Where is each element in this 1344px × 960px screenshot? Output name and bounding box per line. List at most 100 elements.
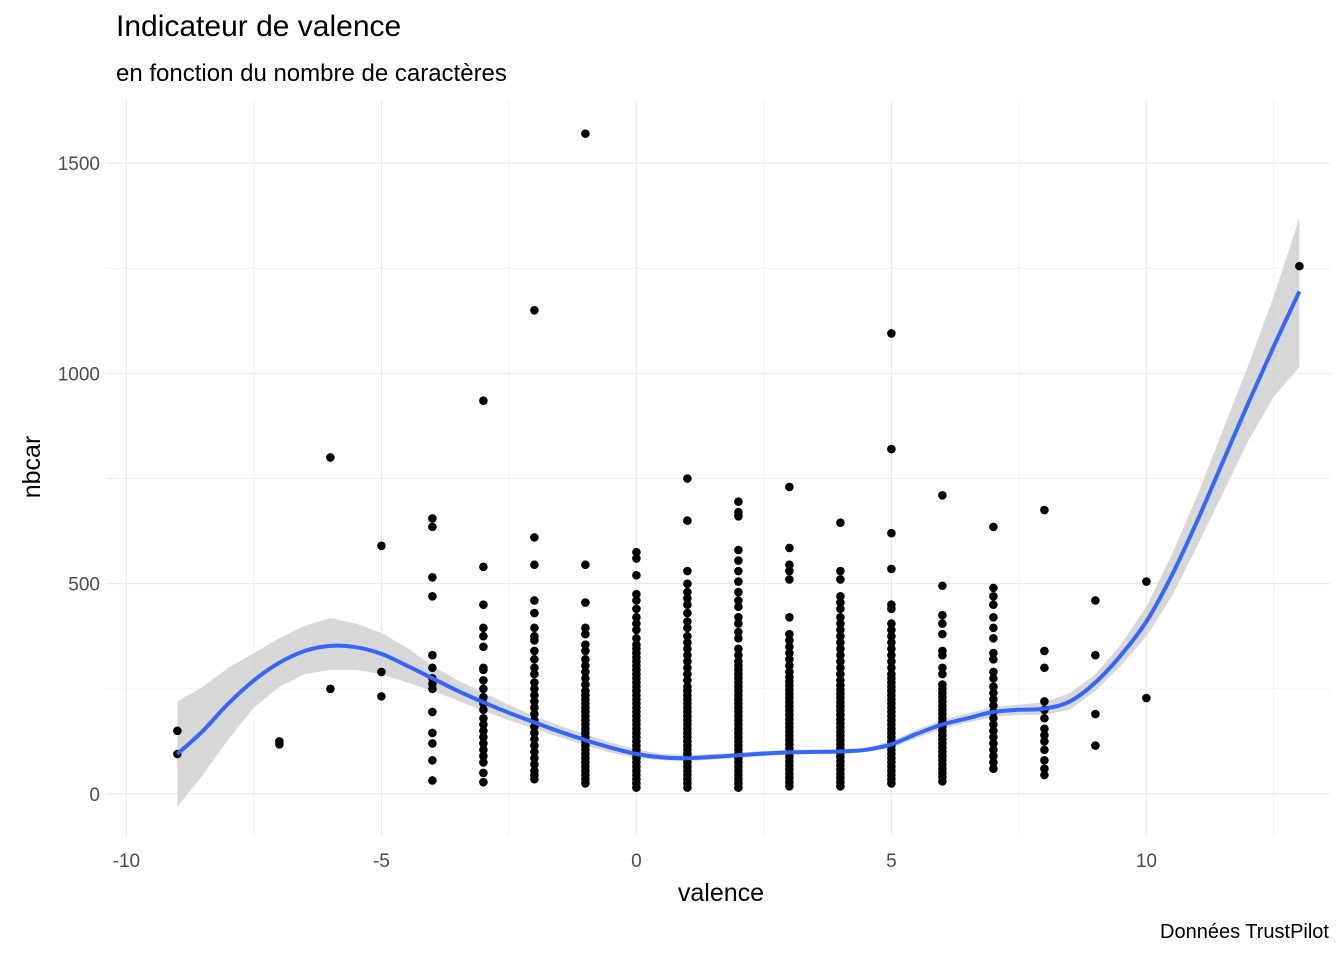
data-point	[479, 720, 488, 729]
data-point	[989, 583, 998, 593]
data-point	[428, 755, 437, 765]
data-point	[428, 707, 437, 717]
x-tick-label: 0	[631, 851, 642, 872]
data-point	[530, 697, 539, 706]
data-point	[836, 598, 845, 607]
data-point	[530, 663, 539, 673]
data-point	[734, 613, 743, 622]
data-point	[683, 566, 692, 576]
data-point	[734, 566, 743, 576]
data-point	[632, 640, 641, 649]
data-point	[377, 667, 386, 677]
data-point	[989, 764, 998, 774]
data-point	[734, 657, 743, 666]
data-point	[1091, 596, 1100, 605]
data-point	[734, 619, 743, 628]
data-point	[479, 642, 488, 652]
data-point	[989, 648, 998, 658]
data-point	[581, 598, 590, 607]
y-tick-label: 1500	[58, 154, 100, 175]
data-point	[479, 777, 488, 787]
data-point	[734, 644, 743, 654]
data-point	[887, 619, 896, 628]
data-point	[785, 575, 794, 584]
data-point	[785, 543, 794, 553]
data-point	[479, 676, 488, 685]
data-point	[632, 613, 641, 622]
data-point	[836, 631, 845, 641]
data-point	[581, 655, 590, 664]
data-point	[530, 690, 539, 700]
x-tick-label: -10	[113, 851, 140, 872]
data-point	[428, 728, 437, 738]
data-point	[836, 625, 845, 635]
data-point	[734, 507, 743, 517]
data-point	[785, 667, 794, 677]
data-point	[836, 619, 845, 628]
data-point	[479, 396, 488, 406]
data-point	[938, 669, 947, 679]
data-point	[1040, 505, 1049, 515]
data-point	[683, 474, 692, 483]
data-point	[1040, 764, 1049, 774]
data-point	[989, 522, 998, 532]
data-point	[683, 623, 692, 633]
data-point	[479, 745, 488, 755]
data-point	[887, 650, 896, 660]
data-point	[428, 522, 437, 532]
data-point	[887, 444, 896, 454]
data-point	[836, 638, 845, 647]
data-point	[683, 644, 692, 654]
data-point	[530, 766, 539, 776]
data-point	[989, 634, 998, 643]
data-point	[530, 747, 539, 757]
data-point	[530, 560, 539, 570]
data-point	[887, 638, 896, 647]
data-point	[479, 663, 488, 673]
data-point	[530, 728, 539, 738]
data-point	[734, 577, 743, 586]
data-point	[887, 329, 896, 338]
data-point	[581, 680, 590, 689]
data-point	[989, 745, 998, 755]
data-point	[734, 545, 743, 555]
data-point	[887, 625, 896, 635]
data-point	[632, 589, 641, 599]
chart-title: Indicateur de valence	[116, 10, 402, 43]
data-point	[530, 760, 539, 769]
data-point	[530, 703, 539, 713]
data-point	[683, 594, 692, 603]
x-tick-label: 5	[886, 851, 897, 872]
data-point	[938, 680, 947, 689]
data-point	[887, 631, 896, 641]
data-point	[428, 776, 437, 785]
data-point	[734, 596, 743, 605]
data-point	[428, 591, 437, 601]
data-point	[1040, 737, 1049, 746]
data-point	[938, 663, 947, 673]
data-point	[1040, 730, 1049, 740]
data-point	[428, 573, 437, 582]
data-point	[428, 739, 437, 748]
data-point	[836, 604, 845, 614]
data-point	[632, 634, 641, 643]
data-point	[530, 741, 539, 750]
data-point	[989, 673, 998, 683]
data-point	[1091, 741, 1100, 750]
data-point	[479, 739, 488, 748]
data-point	[887, 663, 896, 673]
data-point	[734, 634, 743, 643]
data-point	[1040, 724, 1049, 734]
data-point	[836, 613, 845, 622]
data-point	[989, 751, 998, 761]
data-point	[887, 669, 896, 679]
data-point	[428, 650, 437, 660]
data-point	[581, 129, 590, 138]
data-point	[734, 587, 743, 597]
data-point	[938, 646, 947, 656]
data-point	[479, 751, 488, 761]
data-point	[581, 646, 590, 656]
data-point	[479, 562, 488, 572]
data-point	[989, 713, 998, 723]
data-point	[734, 627, 743, 637]
